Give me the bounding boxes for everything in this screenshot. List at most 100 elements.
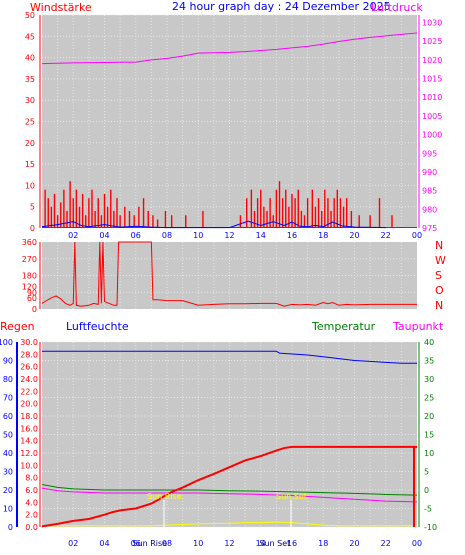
humidity-line [42,350,417,364]
rain-tick-label: 6.0 [25,486,38,495]
direction-tick-label: 360 [22,238,37,247]
pressure-tick-label: 1005 [422,112,442,121]
hour-tick-label: 20 [349,231,359,240]
rain-tick-label: 4.0 [25,498,38,507]
hour-tick-label: 12 [224,231,234,240]
humidity-tick-label: 100 [0,338,13,347]
rain-tick-label: 26.0 [20,363,38,372]
direction-letter: N [435,239,443,252]
direction-letter: N [435,299,443,312]
pressure-tick-label: 980 [422,205,437,214]
direction-letter: S [435,269,442,282]
wind-tick-label: 30 [25,96,35,105]
wind-bars [42,181,417,228]
rain-label: Regen [0,320,35,333]
temperature-axis-ticks: -10 -5 0 5 10 15 20 25 30 35 40 [418,338,437,532]
pressure-tick-label: 1010 [422,93,442,102]
temperature-tick-label: 35 [424,357,434,366]
wind-tick-label: 50 [25,11,35,20]
wind-low-line [41,220,386,229]
pressure-tick-label: 1025 [422,37,442,46]
rain-tick-label: 2.0 [25,511,38,520]
hour-axis-ticks: 02 04 06 08 10 12 14 16 18 20 22 00 [68,231,422,240]
temperature-tick-label: 0 [424,486,429,495]
pressure-axis-ticks: 975 980 985 990 995 1000 1005 1010 1015 1020 1025 1… [418,15,442,233]
wind-label: Windstärke [30,1,92,14]
rain-tick-label: 10.0 [20,461,38,470]
temperature-label: Temperatur [311,320,376,333]
humidity-tick-label: 0 [8,523,13,532]
hour-tick-label: 06 [131,539,141,548]
direction-tick-label: 60 [27,294,37,303]
rain-humidity-panel: Sun Rise Sun Set 0102030405060708090100 … [0,320,444,548]
temperature-tick-label: 5 [424,468,429,477]
pressure-tick-label: 990 [422,168,437,177]
humidity-tick-label: 60 [3,412,13,421]
hour-tick-label: 14 [256,539,266,548]
wind-tick-label: 15 [25,160,35,169]
humidity-tick-label: 80 [3,375,13,384]
wind-tick-label: 20 [25,139,35,148]
wind-direction-grid [42,242,417,309]
dewpoint-line [41,487,418,503]
wind-tick-label: 0 [30,224,35,233]
rain-tick-label: 0.0 [25,523,38,532]
rain-tick-label: 18.0 [20,412,38,421]
wind-tick-label: 5 [30,203,35,212]
hour-tick-label: 14 [256,231,266,240]
hour-tick-label: Sun Set [259,539,290,548]
direction-letter: O [435,284,444,297]
wind-pressure-grid [42,14,417,229]
pressure-tick-label: 995 [422,149,437,158]
direction-tick-label: 180 [22,272,37,281]
wind-tick-label: 25 [25,118,35,127]
wind-tick-label: 45 [25,32,35,41]
sun-markers: Sun Rise Sun Set [147,492,307,527]
rain-tick-label: 24.0 [20,375,38,384]
rain-line [41,445,417,528]
hour-tick-label: 20 [349,539,359,548]
hour-tick-label: 04 [99,539,109,548]
wind-tick-label: 10 [25,181,35,190]
pressure-line [41,32,418,65]
hour-tick-label: 00 [412,231,422,240]
temperature-line [41,483,418,496]
hour-tick-label: 16 [287,539,297,548]
temperature-tick-label: 30 [424,375,434,384]
rain-tick-label: 20.0 [20,400,38,409]
temperature-tick-label: 20 [424,412,434,421]
pressure-tick-label: 1030 [422,18,442,27]
graph-title: 24 hour graph day : 24 Dezember 2025 [172,0,391,13]
humidity-tick-label: 30 [3,468,13,477]
hour-tick-label: 18 [318,231,328,240]
rain-tick-label: 14.0 [20,437,38,446]
hour-tick-label: 02 [68,231,78,240]
hour-tick-label: 02 [68,539,78,548]
pressure-tick-label: 975 [422,224,437,233]
pressure-tick-label: 1015 [422,75,442,84]
temperature-tick-label: -10 [424,523,437,532]
rain-tick-label: 28.0 [20,350,38,359]
humidity-tick-label: 20 [3,486,13,495]
pressure-tick-label: 985 [422,187,437,196]
temperature-tick-label: 10 [424,449,434,458]
hour-tick-label: 18 [318,539,328,548]
hour-tick-label: 08 [162,539,172,548]
rain-tick-label: 8.0 [25,474,38,483]
pressure-tick-label: 1000 [422,131,442,140]
pressure-tick-label: 1020 [422,56,442,65]
humidity-label: Luftfeuchte [66,320,129,333]
temperature-tick-label: -5 [424,505,432,514]
sun-rise-annotation: Sun Rise [147,492,182,501]
direction-tick-label: 0 [32,305,37,314]
humidity-tick-label: 70 [3,394,13,403]
hour-tick-label: 22 [381,231,391,240]
direction-letter: W [435,254,446,267]
hour-tick-label: 10 [193,539,203,548]
